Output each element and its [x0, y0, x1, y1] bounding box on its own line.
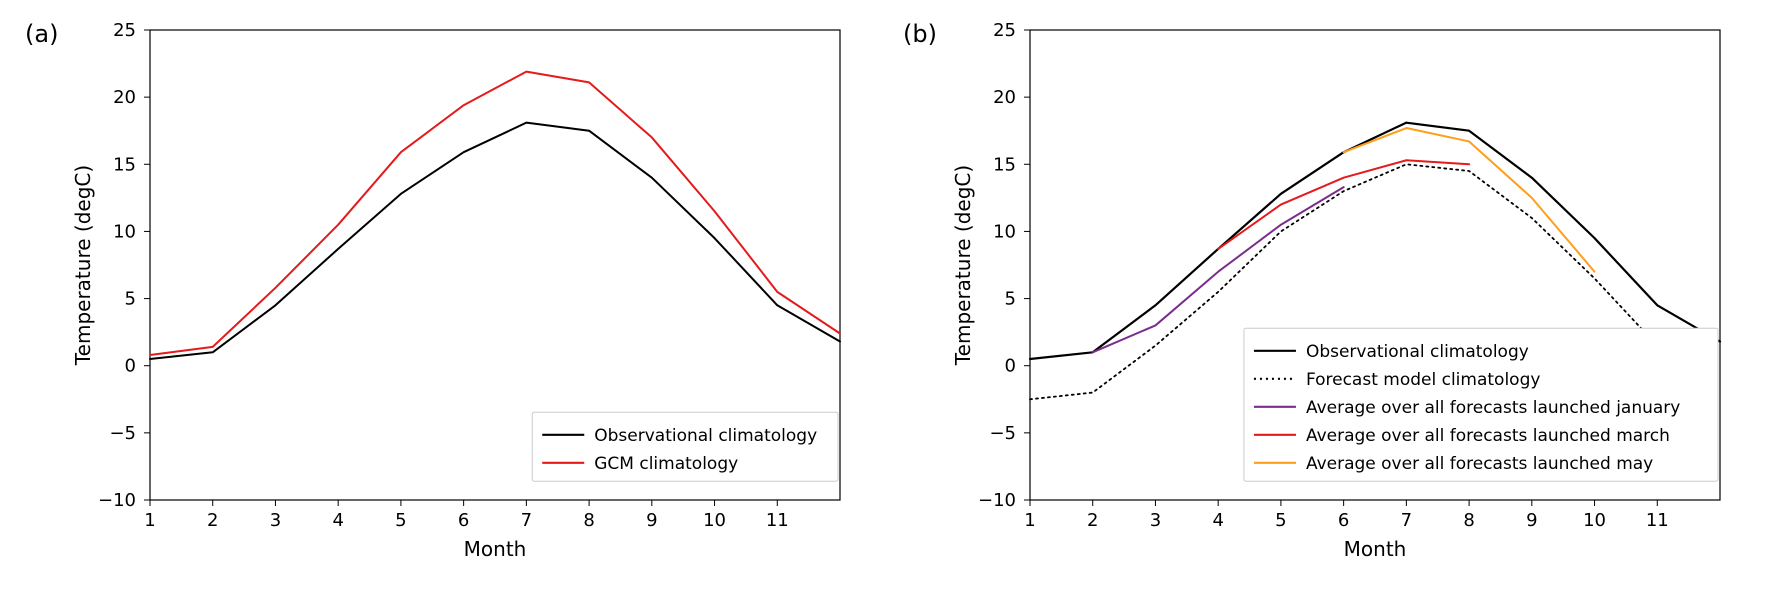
svg-text:3: 3	[270, 510, 281, 531]
svg-text:9: 9	[1526, 510, 1537, 531]
svg-text:−5: −5	[989, 423, 1016, 444]
svg-text:25: 25	[993, 20, 1016, 41]
svg-text:20: 20	[993, 87, 1016, 108]
svg-text:11: 11	[1646, 510, 1669, 531]
svg-text:Average over all forecasts lau: Average over all forecasts launched marc…	[1306, 426, 1670, 446]
svg-text:GCM climatology: GCM climatology	[594, 454, 738, 474]
svg-text:Observational climatology: Observational climatology	[594, 426, 817, 446]
svg-text:1: 1	[144, 510, 155, 531]
svg-text:4: 4	[1212, 510, 1223, 531]
svg-text:5: 5	[395, 510, 406, 531]
svg-text:−5: −5	[109, 423, 136, 444]
svg-text:11: 11	[766, 510, 789, 531]
svg-text:2: 2	[1087, 510, 1098, 531]
svg-text:2: 2	[207, 510, 218, 531]
svg-text:Observational climatology: Observational climatology	[1306, 342, 1529, 362]
legend: Observational climatology GCM climatology	[532, 412, 838, 481]
svg-text:5: 5	[125, 289, 136, 310]
svg-text:5: 5	[1005, 289, 1016, 310]
svg-text:9: 9	[646, 510, 657, 531]
svg-text:Average over all forecasts lau: Average over all forecasts launched may	[1306, 454, 1653, 474]
svg-text:Temperature (degC): Temperature (degC)	[71, 165, 95, 366]
svg-text:10: 10	[703, 510, 726, 531]
figure: (a) 1234567891011−10−50510152025MonthTem…	[0, 0, 1766, 608]
svg-text:6: 6	[1338, 510, 1349, 531]
svg-text:−10: −10	[978, 490, 1016, 511]
panel-label-a: (a)	[25, 20, 58, 48]
svg-text:20: 20	[113, 87, 136, 108]
svg-text:10: 10	[1583, 510, 1606, 531]
legend: Observational climatology Forecast model …	[1244, 328, 1718, 481]
svg-text:1: 1	[1024, 510, 1035, 531]
chart-b: 1 2 3 4 5 6 7 8 9 10 11 −10 −5 0 5 10 15 20 25 Month Tempera…	[940, 10, 1740, 570]
svg-text:7: 7	[1401, 510, 1412, 531]
svg-text:7: 7	[521, 510, 532, 531]
panel-label-b: (b)	[903, 20, 937, 48]
svg-text:−10: −10	[98, 490, 136, 511]
svg-text:8: 8	[1463, 510, 1474, 531]
svg-text:6: 6	[458, 510, 469, 531]
svg-text:5: 5	[1275, 510, 1286, 531]
chart-a: 1 2 3 4 5 6 7 8 9 10 11 −10 −5 0 5 10 15 20 25 Month Tempera…	[60, 10, 860, 570]
svg-text:Forecast model climatology: Forecast model climatology	[1306, 370, 1541, 390]
svg-text:15: 15	[993, 154, 1016, 175]
svg-text:15: 15	[113, 154, 136, 175]
svg-text:10: 10	[993, 221, 1016, 242]
svg-text:0: 0	[1005, 356, 1016, 377]
svg-text:8: 8	[583, 510, 594, 531]
svg-text:Month: Month	[464, 537, 527, 561]
svg-text:4: 4	[332, 510, 343, 531]
svg-text:Month: Month	[1344, 537, 1407, 561]
svg-text:Temperature (degC): Temperature (degC)	[951, 165, 975, 366]
svg-text:10: 10	[113, 221, 136, 242]
svg-text:25: 25	[113, 20, 136, 41]
svg-text:3: 3	[1150, 510, 1161, 531]
svg-text:0: 0	[125, 356, 136, 377]
svg-text:Average over all forecasts lau: Average over all forecasts launched janu…	[1306, 398, 1680, 418]
